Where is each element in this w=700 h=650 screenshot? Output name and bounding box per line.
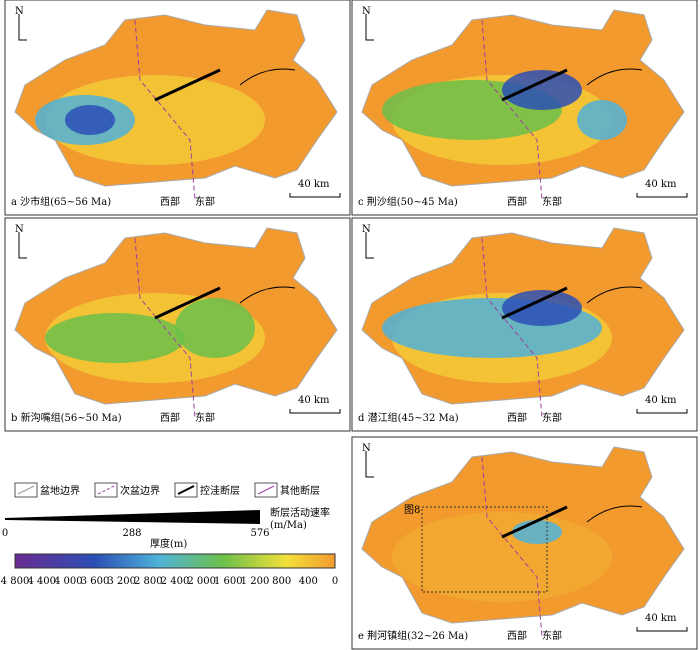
rate-label: 断层活动速率 [270,506,330,519]
north: N [362,224,371,235]
east-label: 东部 [195,195,215,208]
legend-line [257,485,275,495]
colorbar-tick: 4 000 [54,576,83,587]
subbasin-boundary [481,456,543,638]
scale-bar [636,409,688,414]
east-label: 东部 [542,195,562,208]
controlling-fault [154,68,221,102]
subbasin-boundary [134,237,196,419]
legend-line [97,485,115,495]
legend-label: 控洼断层 [200,484,240,497]
colorbar-tick: 0 [332,576,338,587]
colorbar-tick: 1 600 [214,576,243,587]
colorbar-tick: 4 800 [1,576,30,587]
colorbar-tick: 2 800 [134,576,163,587]
thickness-zone [175,298,255,358]
map-panel: N 西部 东部 40 km d 潜江组(45~32 Ma) [351,217,698,432]
thickness-zone [45,313,185,363]
north-arrow [365,451,374,478]
north-arrow [18,232,27,259]
map-panel: N 西部 东部 40 km e 荆河镇组(32~26 Ma) 图8 [351,436,698,650]
inset-label: 图8 [404,504,420,516]
scale-bar [289,409,341,414]
legend-label: 其他断层 [280,484,320,497]
west-label: 西部 [507,629,527,642]
colorbar-tick: 3 200 [107,576,136,587]
rate-wedge [5,510,260,524]
colorbar-tick: 3 600 [81,576,110,587]
scale-label: 40 km [645,179,677,190]
rate-tick: 288 [122,528,141,539]
scale-bar [289,193,341,198]
colorbar [14,553,336,569]
east-label: 东部 [542,411,562,424]
panel-caption: c 荆沙组(50~45 Ma) [358,195,458,208]
other-fault [239,286,296,304]
thickness-zone [577,100,627,140]
east-label: 东部 [195,411,215,424]
north: N [362,6,371,17]
panel-caption: e 荆河镇组(32~26 Ma) [358,629,468,642]
west-label: 西部 [507,411,527,424]
colorbar-tick: 400 [299,576,318,587]
controlling-fault [501,505,568,539]
thickness-zone [65,105,115,135]
colorbar-tick: 4 400 [27,576,56,587]
scale-label: 40 km [298,179,330,190]
scale-label: 40 km [645,613,677,624]
inset-box [421,506,548,593]
controlling-fault [501,68,568,102]
scale-bar [636,193,688,198]
north-arrow [18,14,27,41]
panel-caption: a 沙市组(65~56 Ma) [11,195,111,208]
other-fault [239,68,296,86]
controlling-fault [501,286,568,320]
colorbar-tick: 800 [272,576,291,587]
map-panel: N 西部 东部 40 km c 荆沙组(50~45 Ma) [351,0,698,216]
thickness-title: 厚度(m) [150,537,187,550]
subbasin-boundary [481,19,543,201]
legend-label: 次盆边界 [120,484,160,497]
north: N [362,443,371,454]
yellow-zone [392,512,612,602]
east-label: 东部 [542,629,562,642]
other-fault [586,68,643,86]
legend-swatch [94,482,118,498]
legend-line [177,485,195,495]
west-label: 西部 [160,411,180,424]
west-label: 西部 [160,195,180,208]
legend-line [17,485,35,495]
map-panel: N 西部 东部 40 km b 新沟嘴组(56~50 Ma) [4,217,351,432]
rate-tick: 0 [2,528,8,539]
rate-unit: (m/Ma) [270,520,307,531]
scale-label: 40 km [298,395,330,406]
legend-label: 盆地边界 [40,484,80,497]
scale-bar [636,627,688,632]
west-label: 西部 [507,195,527,208]
rate-tick: 576 [250,528,269,539]
map-panel: N 西部 东部 40 km a 沙市组(65~56 Ma) [4,0,351,216]
colorbar-tick: 2 000 [187,576,216,587]
colorbar-tick: 2 400 [161,576,190,587]
scale-label: 40 km [645,395,677,406]
thickness-zone [502,70,582,110]
subbasin-boundary [134,19,196,201]
controlling-fault [154,286,221,320]
other-fault [586,286,643,304]
other-fault [586,505,643,523]
north-arrow [365,14,374,41]
north-arrow [365,232,374,259]
north: N [15,6,24,17]
subbasin-boundary [481,237,543,419]
thickness-zone [502,290,582,326]
panel-caption: d 潜江组(45~32 Ma) [358,411,459,424]
panel-caption: b 新沟嘴组(56~50 Ma) [11,411,122,424]
colorbar-tick: 1 200 [241,576,270,587]
north: N [15,224,24,235]
thickness-zone [512,520,562,544]
